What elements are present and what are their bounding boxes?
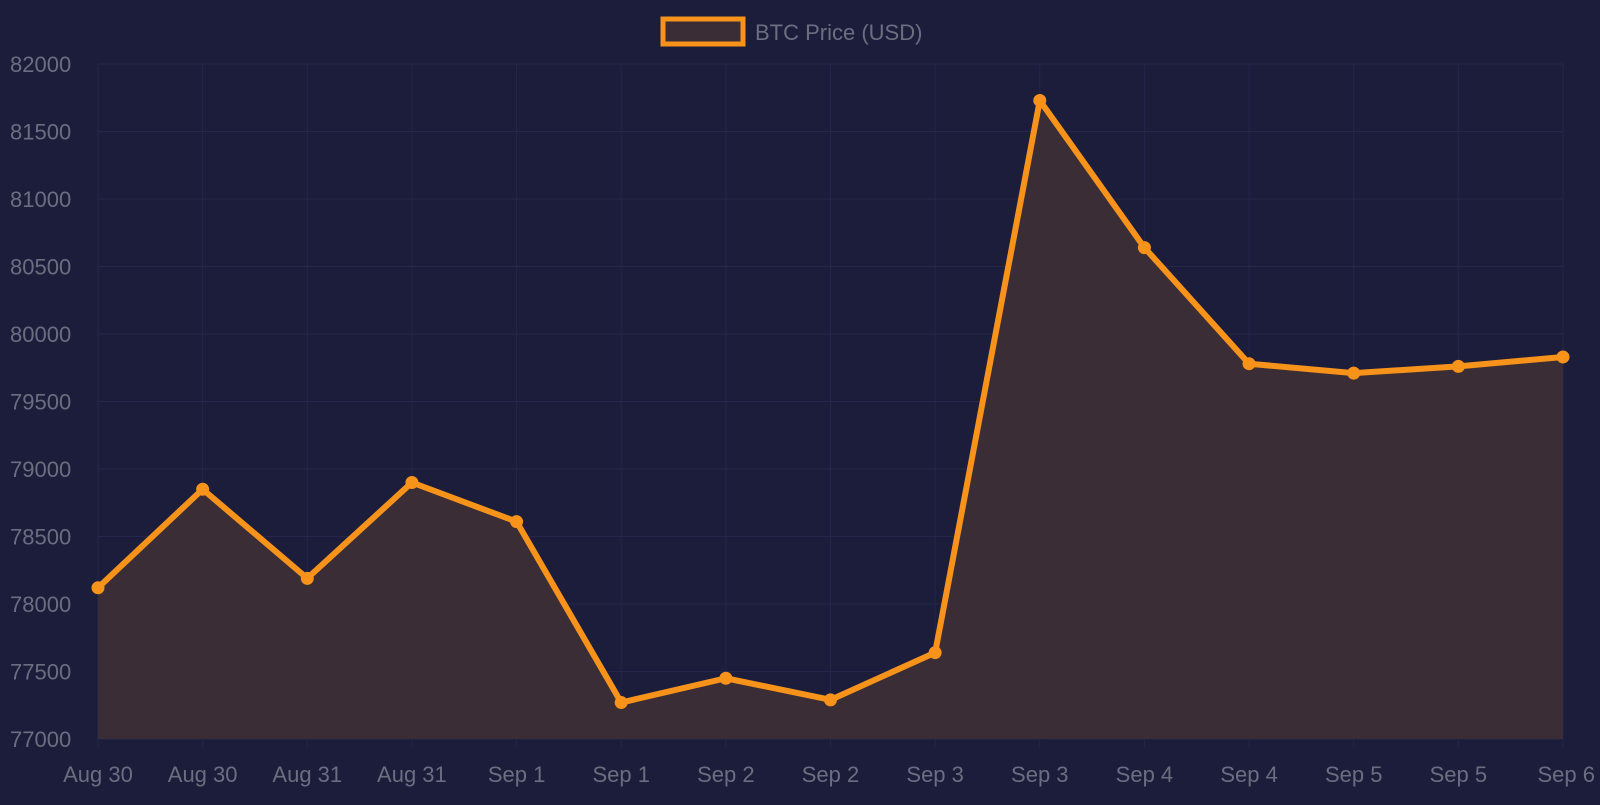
data-point[interactable] (91, 581, 105, 595)
legend[interactable]: BTC Price (USD) (660, 16, 922, 47)
y-tick-label: 78000 (10, 592, 71, 617)
y-tick-label: 81000 (10, 187, 71, 212)
data-point[interactable] (1033, 93, 1047, 107)
data-point[interactable] (1137, 241, 1151, 255)
x-tick-label: Aug 30 (168, 762, 238, 787)
y-tick-label: 78500 (10, 525, 71, 550)
legend-swatch[interactable] (660, 16, 746, 47)
x-tick-label: Aug 31 (377, 762, 447, 787)
x-tick-label: Aug 30 (63, 762, 133, 787)
y-axis: 77000 77500 78000 78500 79000 79500 80000 80500… (10, 52, 71, 752)
data-point[interactable] (300, 571, 314, 585)
legend-label[interactable]: BTC Price (USD) (755, 20, 922, 45)
y-tick-label: 77000 (10, 727, 71, 752)
x-tick-label: Sep 4 (1116, 762, 1174, 787)
data-point[interactable] (719, 671, 733, 685)
y-tick-label: 80000 (10, 322, 71, 347)
x-tick-label: Sep 2 (802, 762, 860, 787)
y-tick-label: 81500 (10, 120, 71, 145)
x-tick-label: Sep 5 (1325, 762, 1383, 787)
x-tick-label: Sep 6 (1538, 762, 1596, 787)
data-point[interactable] (1556, 350, 1570, 364)
y-tick-label: 79500 (10, 390, 71, 415)
x-axis: Aug 30 Aug 30 Aug 31 Aug 31 Sep 1 Sep 1 Sep 2 S… (63, 739, 1595, 787)
y-tick-label: 80500 (10, 255, 71, 280)
data-point[interactable] (1347, 366, 1361, 380)
data-point[interactable] (196, 482, 210, 496)
data-point[interactable] (405, 476, 419, 489)
price-area-fill (98, 100, 1563, 739)
y-tick-label: 79000 (10, 457, 71, 482)
data-point[interactable] (928, 646, 942, 660)
area-fill-layer (98, 100, 1563, 739)
x-tick-label: Sep 3 (906, 762, 964, 787)
x-tick-label: Sep 2 (697, 762, 755, 787)
data-point[interactable] (614, 696, 628, 710)
x-tick-label: Sep 1 (488, 762, 546, 787)
data-point[interactable] (824, 693, 837, 707)
x-tick-label: Sep 4 (1220, 762, 1278, 787)
x-tick-label: Sep 3 (1011, 762, 1069, 787)
y-tick-label: 82000 (10, 52, 71, 77)
y-tick-label: 77500 (10, 660, 71, 685)
data-point[interactable] (510, 515, 524, 529)
data-points (91, 93, 1570, 710)
data-point[interactable] (1451, 359, 1465, 373)
x-tick-label: Sep 1 (592, 762, 650, 787)
x-tick-label: Aug 31 (272, 762, 342, 787)
data-point[interactable] (1242, 357, 1256, 371)
x-tick-label: Sep 5 (1430, 762, 1488, 787)
